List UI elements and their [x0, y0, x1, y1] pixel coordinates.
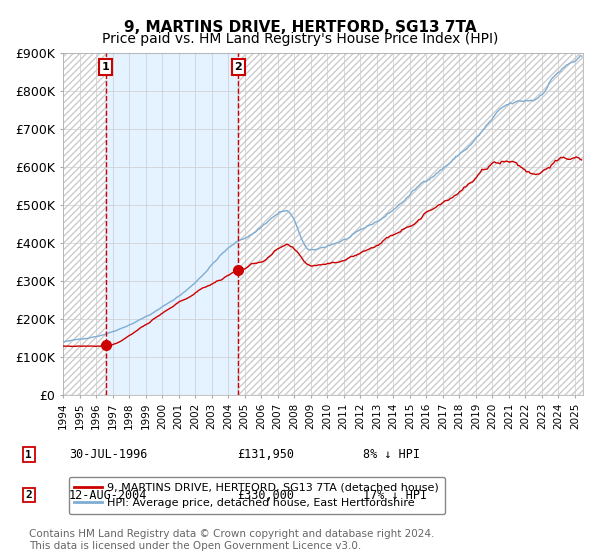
Legend: 9, MARTINS DRIVE, HERTFORD, SG13 7TA (detached house), HPI: Average price, detac: 9, MARTINS DRIVE, HERTFORD, SG13 7TA (de… — [68, 477, 445, 514]
Text: 1: 1 — [25, 450, 32, 460]
Text: 30-JUL-1996: 30-JUL-1996 — [69, 448, 148, 461]
Text: 2: 2 — [235, 62, 242, 72]
Text: Price paid vs. HM Land Registry's House Price Index (HPI): Price paid vs. HM Land Registry's House … — [102, 32, 498, 46]
Text: Contains HM Land Registry data © Crown copyright and database right 2024.
This d: Contains HM Land Registry data © Crown c… — [29, 529, 434, 551]
Text: 12-AUG-2004: 12-AUG-2004 — [69, 488, 148, 502]
Bar — [106, 53, 238, 395]
Text: 2: 2 — [25, 490, 32, 500]
Text: 8% ↓ HPI: 8% ↓ HPI — [363, 448, 420, 461]
Text: 17% ↓ HPI: 17% ↓ HPI — [363, 488, 427, 502]
Bar — [238, 53, 583, 395]
Text: 1: 1 — [102, 62, 109, 72]
Text: 9, MARTINS DRIVE, HERTFORD, SG13 7TA: 9, MARTINS DRIVE, HERTFORD, SG13 7TA — [124, 20, 476, 35]
Text: £330,000: £330,000 — [237, 488, 294, 502]
Bar — [63, 53, 106, 395]
Text: £131,950: £131,950 — [237, 448, 294, 461]
Bar — [238, 53, 583, 395]
Bar — [63, 53, 106, 395]
